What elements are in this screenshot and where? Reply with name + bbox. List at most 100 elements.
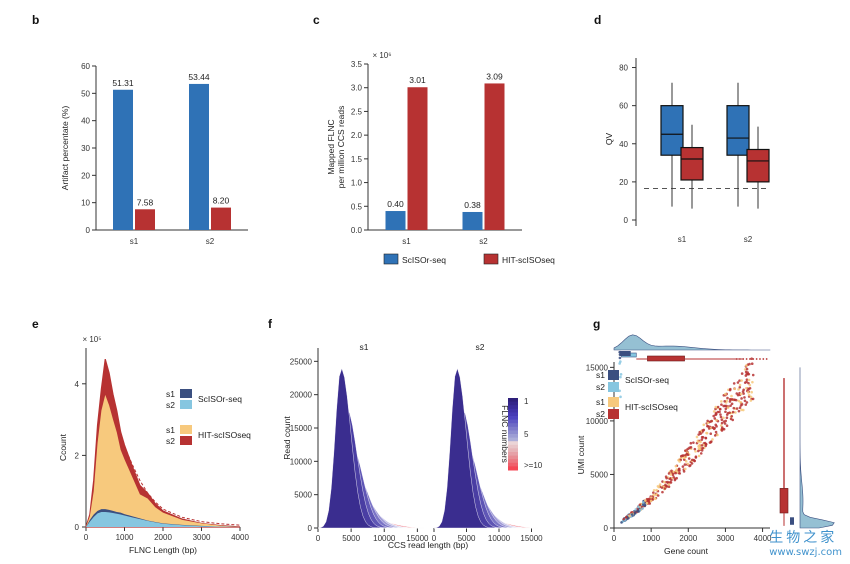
scatter-point — [652, 493, 655, 497]
scatter-point — [702, 423, 706, 427]
x-tick-label: 0 — [84, 533, 89, 542]
legend-label-hit-scisoseq: HIT-scISOseq — [502, 255, 555, 265]
bar-data-label: 0.38 — [464, 200, 481, 210]
scatter-point — [747, 378, 751, 382]
scatter-point — [738, 385, 742, 389]
scatter-point — [743, 396, 746, 399]
legend-sample-0: s1 — [166, 389, 175, 399]
scatter-point — [645, 501, 649, 505]
x-tick-label: 2000 — [154, 533, 172, 542]
colorbar-segment — [508, 441, 518, 446]
scatter-point — [682, 458, 686, 461]
marginal-outlier-top — [749, 358, 751, 360]
bar-data-label: 3.09 — [486, 71, 503, 81]
scatter-point — [684, 460, 688, 463]
legend-sample-2: s1 — [166, 425, 175, 435]
scatter-point — [619, 373, 623, 376]
colorbar-segment — [508, 405, 518, 410]
scatter-point — [688, 464, 691, 468]
panel-letter-b: b — [32, 13, 39, 27]
scatter-point — [735, 407, 739, 410]
colorbar-title: FLNC numbers — [500, 405, 510, 463]
y-scale-label: × 10⁵ — [82, 335, 101, 344]
scatter-point — [743, 399, 747, 403]
y-tick-label: 0 — [604, 524, 609, 533]
box-scisor-seq-s2 — [726, 105, 750, 156]
scatter-point — [728, 388, 732, 392]
bar-hit-scisoseq-s1 — [135, 209, 155, 230]
scatter-point — [700, 435, 704, 439]
x-tick-label: s2 — [744, 235, 753, 244]
scatter-point — [743, 381, 747, 384]
scatter-point — [719, 415, 723, 419]
x-tick-label: 4000 — [231, 533, 249, 542]
x-tick-label: 4000 — [754, 534, 772, 543]
y-axis-label: Ccount — [58, 433, 68, 461]
scatter-point — [738, 379, 741, 382]
scatter-point — [731, 410, 735, 414]
scatter-point — [690, 462, 694, 465]
y-tick-label: 10000 — [290, 457, 313, 466]
scatter-point — [677, 467, 681, 471]
y-tick-label: 50 — [81, 89, 90, 98]
scatter-point — [622, 517, 626, 521]
scatter-point — [670, 469, 673, 473]
scatter-point — [644, 499, 647, 502]
scatter-point — [619, 395, 622, 399]
scatter-point — [618, 356, 622, 360]
scatter-point — [730, 402, 734, 406]
scatter-point — [723, 399, 726, 403]
scatter-point — [666, 480, 670, 484]
scatter-point — [724, 392, 727, 396]
y-tick-label: 40 — [81, 117, 90, 126]
y-tick-label: 0.5 — [351, 202, 363, 211]
subplot-title-s1: s1 — [360, 342, 369, 352]
scatter-point — [709, 440, 713, 444]
bar-hit-scisoseq-s1 — [407, 87, 428, 231]
legend-swatch-0 — [180, 389, 192, 398]
x-tick-label: 10000 — [373, 534, 396, 543]
scatter-point — [742, 392, 745, 395]
legend-label-scisor-seq: ScISOr-seq — [402, 255, 446, 265]
y-tick-label: 0 — [624, 216, 629, 225]
scatter-point — [709, 432, 713, 436]
scatter-point — [724, 407, 728, 411]
scatter-point — [747, 393, 751, 397]
y-tick-label: 3.5 — [351, 60, 363, 69]
legend-swatch-hit-scisoseq — [483, 253, 499, 265]
x-axis-label: Gene count — [664, 546, 709, 556]
x-tick-label: 10000 — [488, 534, 511, 543]
scatter-point — [740, 397, 743, 400]
legend-sample-1: s2 — [166, 400, 175, 410]
scatter-point — [701, 429, 705, 432]
scatter-point — [750, 357, 753, 361]
scatter-point — [652, 491, 655, 494]
bar-data-label: 0.40 — [387, 199, 404, 209]
y-tick-label: 0.0 — [351, 226, 363, 235]
scatter-point — [619, 375, 622, 379]
marginal-outlier-top — [745, 358, 748, 360]
scatter-point — [740, 372, 744, 375]
scatter-point — [663, 487, 667, 490]
scatter-point — [704, 442, 708, 446]
colorbar-segment — [508, 455, 518, 460]
colorbar-segment — [508, 398, 518, 403]
scatter-point — [696, 440, 700, 443]
legend-swatch-scisor-seq — [383, 253, 399, 265]
bar-scisor-seq-s2 — [462, 211, 483, 230]
scatter-point — [653, 497, 657, 500]
legend-group-2: HIT-scISOseq — [198, 430, 251, 440]
box-hit-scisoseq-s1 — [680, 146, 704, 181]
scatter-point — [744, 386, 748, 390]
scatter-point — [744, 403, 748, 406]
scatter-point — [739, 392, 743, 396]
scatter-point — [731, 398, 734, 401]
legend-swatch-0 — [608, 370, 619, 380]
panel-letter-e: e — [32, 317, 39, 331]
x-tick-label: 0 — [316, 534, 321, 543]
x-tick-label: s1 — [130, 237, 139, 246]
scatter-point — [749, 395, 753, 399]
scatter-point — [732, 406, 736, 410]
colorbar-segment — [508, 408, 518, 413]
legend-swatch-1 — [608, 382, 619, 392]
